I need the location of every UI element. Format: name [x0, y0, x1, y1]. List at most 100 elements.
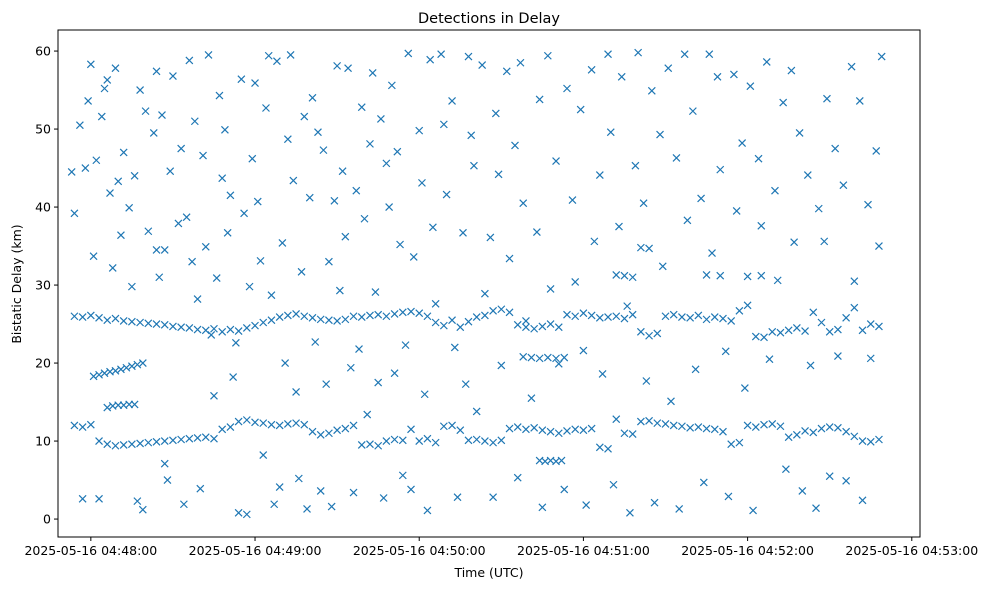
data-point — [111, 314, 120, 323]
data-point — [751, 332, 760, 341]
data-point — [667, 397, 675, 406]
data-point — [639, 199, 648, 208]
y-tick-label: 40 — [35, 200, 51, 215]
data-point — [138, 359, 147, 367]
data-point — [259, 451, 268, 460]
data-point — [158, 111, 166, 119]
data-point — [341, 315, 350, 324]
data-point — [179, 500, 188, 509]
data-point — [470, 161, 478, 170]
data-point — [456, 323, 465, 332]
data-point — [781, 465, 790, 474]
data-point — [751, 423, 760, 431]
data-point — [114, 177, 123, 186]
data-point — [253, 197, 262, 206]
data-point — [78, 313, 87, 321]
data-point — [231, 338, 240, 347]
data-point — [513, 320, 522, 329]
data-point — [117, 365, 125, 374]
data-point — [223, 228, 232, 237]
data-point — [708, 249, 716, 258]
data-point — [169, 436, 177, 445]
data-point — [546, 285, 555, 293]
data-point — [461, 380, 470, 389]
data-point — [502, 67, 511, 76]
data-point — [84, 97, 93, 105]
data-point — [404, 49, 413, 58]
data-point — [719, 427, 727, 436]
data-point — [735, 306, 744, 315]
data-point — [538, 503, 547, 512]
y-tick-label: 30 — [35, 278, 51, 293]
data-point — [530, 423, 539, 432]
data-point — [645, 331, 654, 340]
data-point — [428, 223, 437, 232]
data-point — [127, 362, 136, 371]
data-point — [831, 144, 840, 153]
data-point — [522, 425, 530, 434]
data-point — [401, 341, 410, 350]
data-point — [546, 320, 555, 328]
data-point — [571, 425, 580, 434]
data-point — [636, 243, 645, 252]
data-point — [833, 325, 842, 334]
data-point — [729, 70, 738, 79]
data-point — [450, 343, 459, 352]
data-point — [699, 478, 708, 487]
data-point — [144, 438, 153, 447]
data-point — [149, 129, 158, 137]
data-point — [210, 391, 218, 400]
data-point — [152, 67, 161, 76]
data-point — [294, 474, 303, 483]
data-point — [382, 437, 391, 445]
data-point — [486, 233, 495, 242]
data-point — [628, 310, 637, 319]
data-point — [634, 48, 643, 57]
data-point — [497, 305, 506, 314]
data-point — [226, 191, 235, 200]
data-point — [448, 97, 456, 105]
data-point — [398, 471, 407, 480]
y-axis: 0 10 20 30 40 50 60 — [35, 44, 58, 527]
data-point — [480, 289, 489, 298]
data-point — [308, 93, 317, 102]
data-point — [267, 291, 276, 300]
data-point — [89, 372, 98, 381]
data-point — [825, 327, 834, 336]
data-point — [522, 323, 530, 332]
data-point — [300, 312, 309, 321]
data-point — [78, 494, 87, 503]
data-point — [661, 419, 670, 428]
data-point — [768, 419, 777, 428]
data-point — [563, 426, 571, 435]
data-point — [322, 380, 331, 389]
data-point — [653, 329, 662, 338]
data-point — [842, 427, 851, 436]
data-point — [448, 421, 456, 430]
data-point — [86, 311, 95, 320]
data-point — [686, 313, 695, 322]
data-point — [234, 417, 243, 426]
data-point — [628, 430, 637, 438]
data-point — [393, 147, 402, 156]
data-point — [218, 425, 227, 434]
data-point — [281, 359, 290, 367]
data-point — [201, 242, 210, 251]
data-point — [136, 439, 145, 448]
data-point — [628, 273, 637, 282]
data-point — [177, 435, 186, 444]
data-point — [773, 276, 782, 285]
data-point — [801, 327, 809, 336]
data-point — [571, 312, 580, 321]
data-point — [858, 326, 867, 335]
data-point — [472, 435, 481, 444]
x-tick-label: 2025-05-16 04:50:00 — [353, 543, 486, 558]
data-point — [724, 492, 733, 501]
data-point — [560, 485, 569, 494]
data-point — [272, 57, 281, 66]
data-point — [319, 146, 328, 155]
data-point — [248, 154, 257, 163]
data-point — [201, 433, 210, 442]
data-point — [169, 72, 177, 80]
